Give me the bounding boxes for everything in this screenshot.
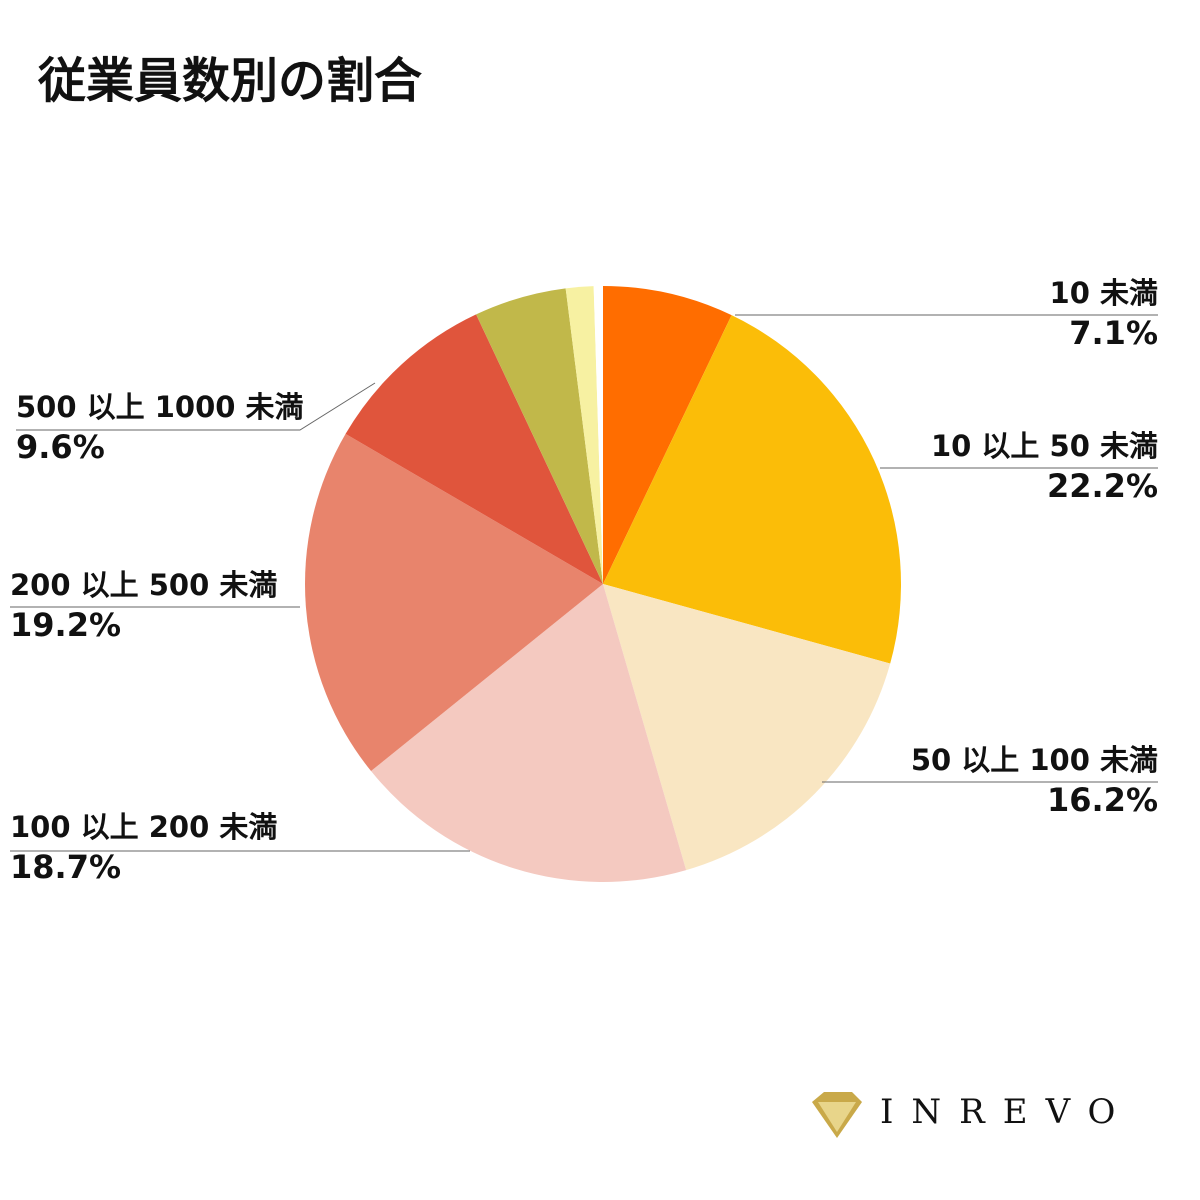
value-label: 19.2% — [10, 606, 121, 644]
slice-label: 10 以上 50 未満 — [931, 429, 1158, 463]
pie-slice — [603, 315, 901, 664]
value-label: 16.2% — [1047, 781, 1158, 819]
pie-slice — [603, 286, 732, 584]
pie-slice — [565, 286, 603, 584]
pie-slice — [476, 288, 603, 584]
slice-label: 10 未満 — [1050, 276, 1158, 310]
pie-slice — [345, 314, 603, 584]
pie-slice — [371, 584, 687, 882]
logo-text: INREVO — [880, 1092, 1133, 1132]
slice-label: 100 以上 200 未満 — [10, 810, 277, 844]
pie — [304, 286, 901, 882]
value-label: 9.6% — [16, 428, 105, 466]
value-label: 7.1% — [1069, 314, 1158, 352]
pie-slice — [593, 286, 603, 584]
logo-icon — [812, 1092, 862, 1138]
value-label: 18.7% — [10, 848, 121, 886]
leader-line — [16, 382, 376, 431]
pie-slice — [603, 584, 891, 871]
pie-slice — [304, 433, 603, 772]
chart-title: 従業員数別の割合 — [37, 53, 422, 109]
slice-label: 200 以上 500 未満 — [10, 568, 277, 602]
slice-label: 50 以上 100 未満 — [911, 743, 1158, 777]
value-label: 22.2% — [1047, 467, 1158, 505]
labels: 10 未満 7.1% 10 以上 50 未満 22.2% 50 以上 100 未満 16.… — [10, 276, 1158, 886]
slice-label: 500 以上 1000 未満 — [16, 390, 304, 424]
